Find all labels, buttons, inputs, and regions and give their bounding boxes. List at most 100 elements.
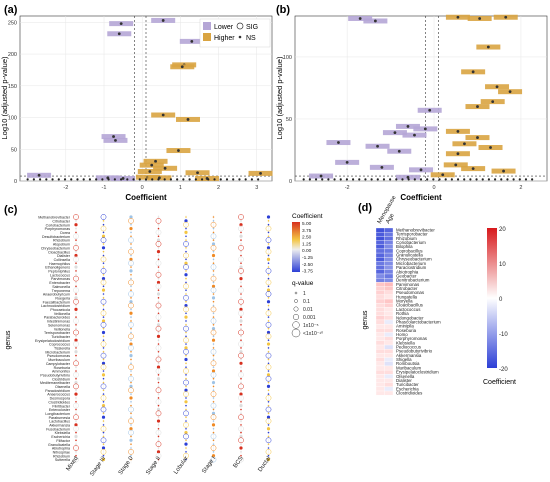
dot-marker: [265, 279, 272, 286]
heatmap-cell: [384, 303, 394, 308]
dot-marker: [212, 220, 215, 222]
heatmap-cell: [375, 257, 385, 262]
dot-marker: [129, 354, 133, 358]
ns-point: [151, 178, 154, 181]
dot-marker: [267, 297, 270, 299]
dot-marker: [128, 321, 134, 328]
heatmap-cell: [384, 386, 394, 392]
dot-marker: [211, 327, 216, 331]
dot-marker: [210, 264, 217, 270]
dot-marker: [211, 296, 216, 300]
heatmap-cell: [375, 286, 385, 291]
size-legend-text: 0.001: [303, 315, 316, 321]
dot-marker: [156, 292, 161, 296]
colorbar-d-ticks: 20 10 0 -10 -20: [499, 227, 508, 373]
dot-marker: [183, 422, 189, 428]
data-point: [376, 144, 379, 148]
dot-marker: [212, 439, 215, 442]
dot-marker: [240, 443, 242, 445]
dot-marker: [238, 256, 244, 263]
heatmap-cell: [384, 248, 394, 254]
dot-marker: [75, 408, 77, 411]
heatmap-cell: [375, 353, 385, 358]
genus-label: Haemophilus: [49, 262, 70, 266]
dot-marker: [73, 275, 79, 282]
genus-label: Rhizobium: [53, 454, 70, 458]
genus-label: Ammonifex: [52, 370, 70, 374]
data-point: [150, 163, 154, 167]
legend-marker-sig: [236, 22, 244, 30]
dot-marker: [212, 262, 215, 265]
dot-marker: [238, 214, 244, 220]
dot-marker: [157, 350, 160, 353]
panel-b-ylabel: Log10 (adjusted p-value): [275, 56, 284, 139]
dot-marker: [267, 389, 270, 392]
dot-marker: [212, 397, 215, 399]
ns-point: [194, 178, 197, 181]
dot-marker: [130, 443, 132, 445]
dot-marker: [211, 242, 216, 246]
dot-marker: [185, 331, 187, 334]
heatmap-cell: [375, 361, 385, 367]
dot-marker: [75, 412, 77, 415]
dot-marker: [101, 319, 106, 323]
dot-marker: [102, 243, 105, 245]
ns-point: [238, 178, 241, 181]
dot-marker: [240, 420, 242, 422]
dot-marker: [157, 381, 160, 384]
panel-c-gridlines: [75, 215, 269, 464]
dot-marker: [212, 431, 215, 434]
ns-point: [438, 178, 441, 181]
heatmap-cell: [375, 357, 385, 362]
dot-marker: [74, 296, 78, 300]
genus-label: Faecalibacterium: [43, 300, 70, 304]
genus-label: Atopobium: [53, 243, 70, 247]
legend-label-lower: Lower: [214, 24, 234, 31]
heatmap-cell: [375, 294, 385, 300]
dot-marker: [128, 260, 134, 267]
dot-marker: [239, 392, 243, 396]
dot-marker: [75, 324, 77, 326]
heatmap-cell: [375, 349, 385, 354]
colorbar-tick-label: -2.50: [302, 262, 313, 268]
dot-marker: [267, 220, 270, 222]
heatmap-genus-label: Romboutsia: [396, 361, 420, 366]
dot-marker: [265, 291, 272, 297]
genus-label: Akkermansia: [49, 424, 70, 428]
dot-marker: [267, 243, 270, 245]
dot-marker: [185, 420, 187, 422]
heatmap-genus-label: Microbacterium: [396, 261, 426, 266]
dot-marker: [240, 381, 242, 384]
ns-point: [250, 178, 254, 181]
data-point: [413, 133, 416, 137]
heatmap-cell: [375, 240, 385, 245]
heatmap-genus-label: Methanobrevibacter: [396, 227, 435, 232]
dot-marker: [183, 306, 189, 313]
column-label: Stage I: [201, 455, 217, 474]
ns-point: [364, 178, 367, 181]
ns-point: [101, 178, 104, 181]
heatmap-cell: [384, 328, 394, 333]
genus-label: Veillonella: [54, 327, 70, 331]
column-label: Ductal: [257, 456, 272, 473]
dot-marker: [157, 427, 160, 430]
ns-point: [45, 178, 48, 181]
heatmap-cell: [384, 298, 394, 304]
dot-marker: [185, 374, 187, 376]
dot-marker: [101, 277, 106, 281]
dot-marker: [75, 312, 77, 315]
genus-label: Clostridium: [52, 377, 70, 381]
dot-marker: [157, 320, 160, 322]
dot-marker: [155, 441, 162, 447]
dot-marker: [267, 393, 270, 395]
dot-marker: [185, 277, 187, 280]
dot-marker: [128, 345, 134, 351]
genus-label: Enterobacter: [49, 281, 70, 285]
heatmap-cell: [375, 311, 385, 316]
dot-marker: [212, 258, 215, 261]
genus-label: Cloacibacillus: [48, 250, 70, 254]
dot-marker: [75, 220, 77, 222]
dot-marker: [212, 443, 215, 445]
dot-marker: [130, 277, 132, 280]
